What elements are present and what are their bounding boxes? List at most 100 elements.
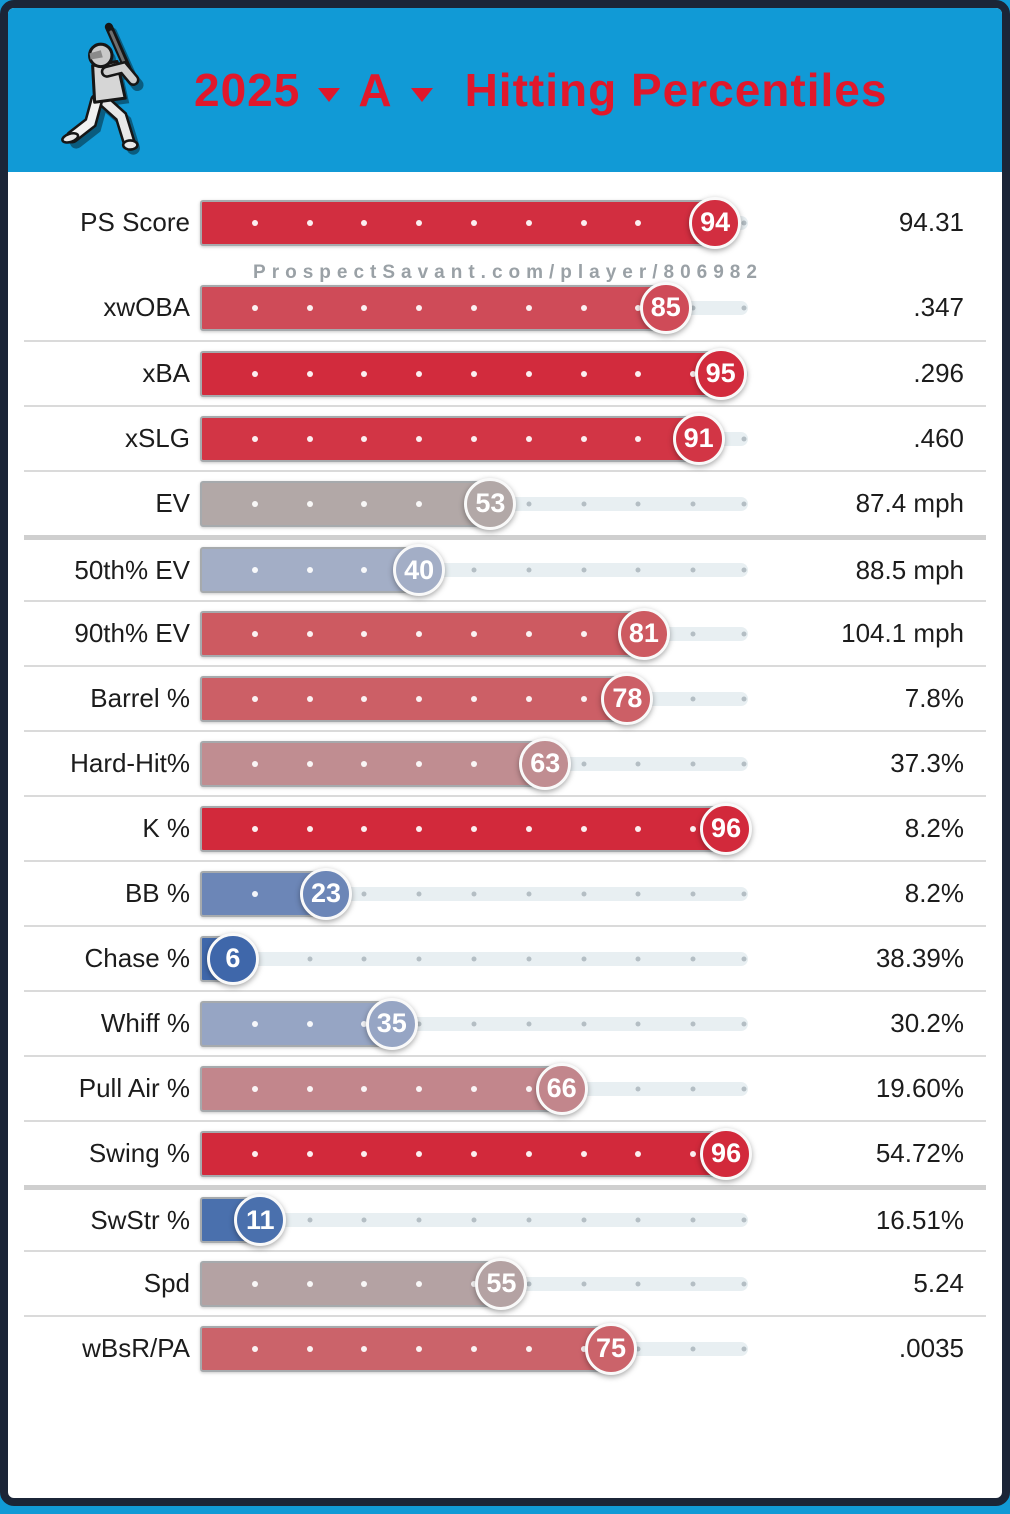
tick-dot [525,304,532,311]
tick-dot [251,567,258,573]
tick-dot [581,1021,587,1026]
tick-dot [525,370,532,377]
tick-dot-end [741,1086,747,1091]
metric-value: 94.31 [898,207,964,237]
bar-fill [200,199,716,246]
tick-dot [690,1217,696,1223]
tick-dot [690,631,696,636]
metric-label: Chase % [84,943,191,973]
tick-dot [306,304,313,311]
metric-label: xBA [142,358,190,388]
tick-dot [526,1217,532,1223]
tick-dot [307,956,313,961]
tick-dot [416,1280,423,1287]
tick-dot [251,630,258,637]
year-select[interactable]: 2025 [194,64,301,116]
tick-dot [361,435,368,442]
tick-dot [471,891,477,896]
tick-dot [416,956,422,961]
bar-fill [200,1000,392,1047]
level-select[interactable]: A [358,64,393,116]
tick-dot [416,219,423,226]
percentile-bar: 11 [200,1194,748,1246]
tick-dot [361,370,368,377]
tick-dot [416,825,423,832]
tick-dot [361,695,368,702]
tick-dot [580,370,587,377]
caret-down-icon[interactable] [410,88,433,102]
tick-dot [416,760,423,767]
percentile-row: PS Score 94 94.31 [24,190,986,275]
percentile-bar: 63 [200,737,748,790]
metric-value: 7.8% [904,683,964,713]
metric-label: xwOBA [103,292,190,322]
tick-dot [306,567,313,573]
percentile-badge: 96 [700,802,753,855]
tick-dot [635,501,641,506]
tick-dot [251,435,258,442]
metric-label: 50th% EV [74,554,190,585]
header: 2025 A Hitting Percentiles [8,8,1002,172]
bar-fill [200,805,727,852]
percentile-row: Swing % 96 54.72% [24,1120,986,1185]
tick-dot [361,956,367,961]
tick-dot [580,630,587,637]
tick-dot [690,956,696,961]
metric-value: 30.2% [890,1008,964,1038]
metric-label: Whiff % [100,1008,190,1038]
percentile-row: SwStr % 11 16.51% [24,1185,986,1250]
percentile-badge: 55 [475,1257,528,1310]
tick-dot [635,825,642,832]
tick-dot [690,761,696,766]
metric-label: PS Score [80,207,190,237]
tick-dot [580,1150,587,1157]
tick-dot [471,370,477,377]
tick-dot [525,435,532,442]
percentile-bar: 85 [200,281,748,334]
tick-dot-end [741,436,747,441]
bar-fill [200,1260,502,1307]
metric-label: BB % [124,878,190,908]
metric-label: EV [155,488,190,518]
tick-dot [580,695,587,702]
watermark: ProspectSavant.com/player/806982 [253,262,763,283]
percentile-row: BB % 23 8.2% [24,860,986,925]
tick-dot [251,1280,258,1287]
percentile-badge: 81 [617,607,670,660]
tick-dot [306,1280,313,1287]
percentile-bar: 96 [200,1127,753,1180]
page-title: 2025 A Hitting Percentiles [194,8,887,172]
tick-dot [581,501,587,506]
tick-dot [471,1345,477,1352]
bar-fill [200,480,491,527]
bar-fill [200,1130,727,1177]
tick-dot [471,219,477,226]
caret-down-icon[interactable] [318,88,341,102]
percentile-row: Hard-Hit% 63 37.3% [24,730,986,795]
tick-dot [690,305,696,310]
tick-dot [580,1345,587,1352]
percentile-row: xSLG 91 .460 [24,405,986,470]
tick-dot [690,1021,696,1026]
tick-dot [526,501,532,506]
tick-dot [471,825,477,832]
metric-value: 88.5 mph [855,554,964,585]
percentile-row: 90th% EV 81 104.1 mph [24,600,986,665]
tick-dot-end [741,1021,747,1026]
percentile-bar: 53 [200,477,748,530]
bar-fill [200,350,721,397]
tick-dot [361,219,368,226]
tick-dot [251,760,258,767]
tick-dot [635,891,641,896]
tick-dot [416,435,423,442]
metric-value: 5.24 [913,1268,964,1298]
tick-dot [306,1020,313,1027]
metric-value: 104.1 mph [841,618,964,648]
tick-dot [635,370,642,377]
percentile-bar: 91 [200,412,748,465]
tick-dot [635,567,641,573]
tick-dot [635,435,642,442]
percentile-badge: 85 [639,281,692,334]
percentile-bar: 96 [200,802,753,855]
tick-dot [361,1085,368,1092]
